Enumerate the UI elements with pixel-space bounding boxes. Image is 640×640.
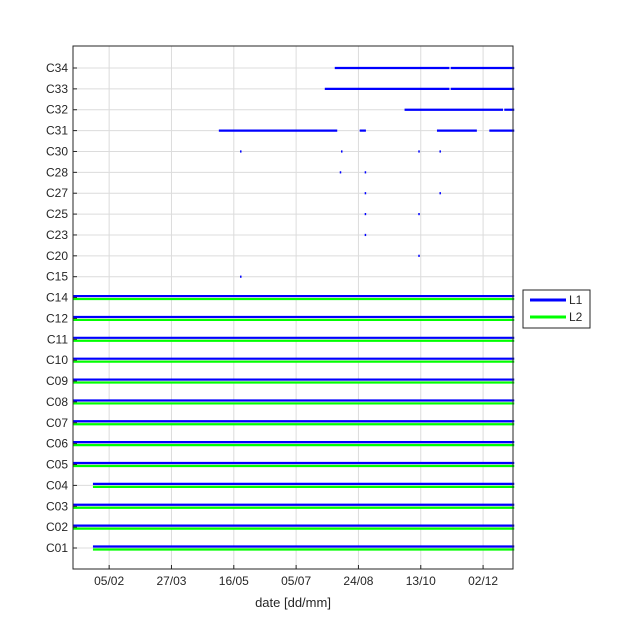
y-tick-label: C23 <box>46 228 68 242</box>
x-axis-label: date [dd/mm] <box>255 595 331 610</box>
plot-frame <box>72 45 514 570</box>
y-tick-label: C20 <box>46 249 68 263</box>
y-tick-label: C14 <box>46 291 68 305</box>
data-series <box>73 66 515 551</box>
legend-box <box>522 289 591 329</box>
y-tick-label: C34 <box>46 61 68 75</box>
x-tick-label: 16/05 <box>219 574 249 588</box>
x-tick-label: 05/02 <box>94 574 124 588</box>
x-tick-label: 05/07 <box>281 574 311 588</box>
x-tick-label: 02/12 <box>468 574 498 588</box>
y-tick-label: C15 <box>46 270 68 284</box>
y-tick-label: C09 <box>46 374 68 388</box>
axis-ticks: 05/02 27/03 16/05 05/07 24/08 13/10 02/12 C34 C3… <box>46 61 498 588</box>
legend-l2-label: L2 <box>569 310 583 324</box>
y-tick-label: C02 <box>46 520 68 534</box>
y-tick-label: C33 <box>46 82 68 96</box>
y-tick-label: C12 <box>46 311 68 325</box>
x-tick-label: 27/03 <box>156 574 186 588</box>
y-tick-label: C01 <box>46 541 68 555</box>
y-tick-label: C04 <box>46 478 68 492</box>
y-tick-label: C10 <box>46 353 68 367</box>
x-tick-label: 24/08 <box>343 574 373 588</box>
y-tick-label: C25 <box>46 207 68 221</box>
legend-l1-label: L1 <box>569 293 583 307</box>
y-tick-label: C06 <box>46 437 68 451</box>
y-tick-label: C28 <box>46 165 68 179</box>
y-tick-label: C27 <box>46 186 68 200</box>
legend: L1 L2 <box>522 289 591 329</box>
y-tick-label: C11 <box>47 332 68 346</box>
y-tick-label: C32 <box>46 103 68 117</box>
y-tick-label: C05 <box>46 458 68 472</box>
y-tick-label: C30 <box>46 144 68 158</box>
y-tick-label: C03 <box>46 499 68 513</box>
y-tick-label: C07 <box>46 416 68 430</box>
grid <box>73 46 513 569</box>
y-tick-label: C08 <box>46 395 68 409</box>
y-tick-label: C31 <box>46 124 68 138</box>
x-tick-label: 13/10 <box>406 574 436 588</box>
